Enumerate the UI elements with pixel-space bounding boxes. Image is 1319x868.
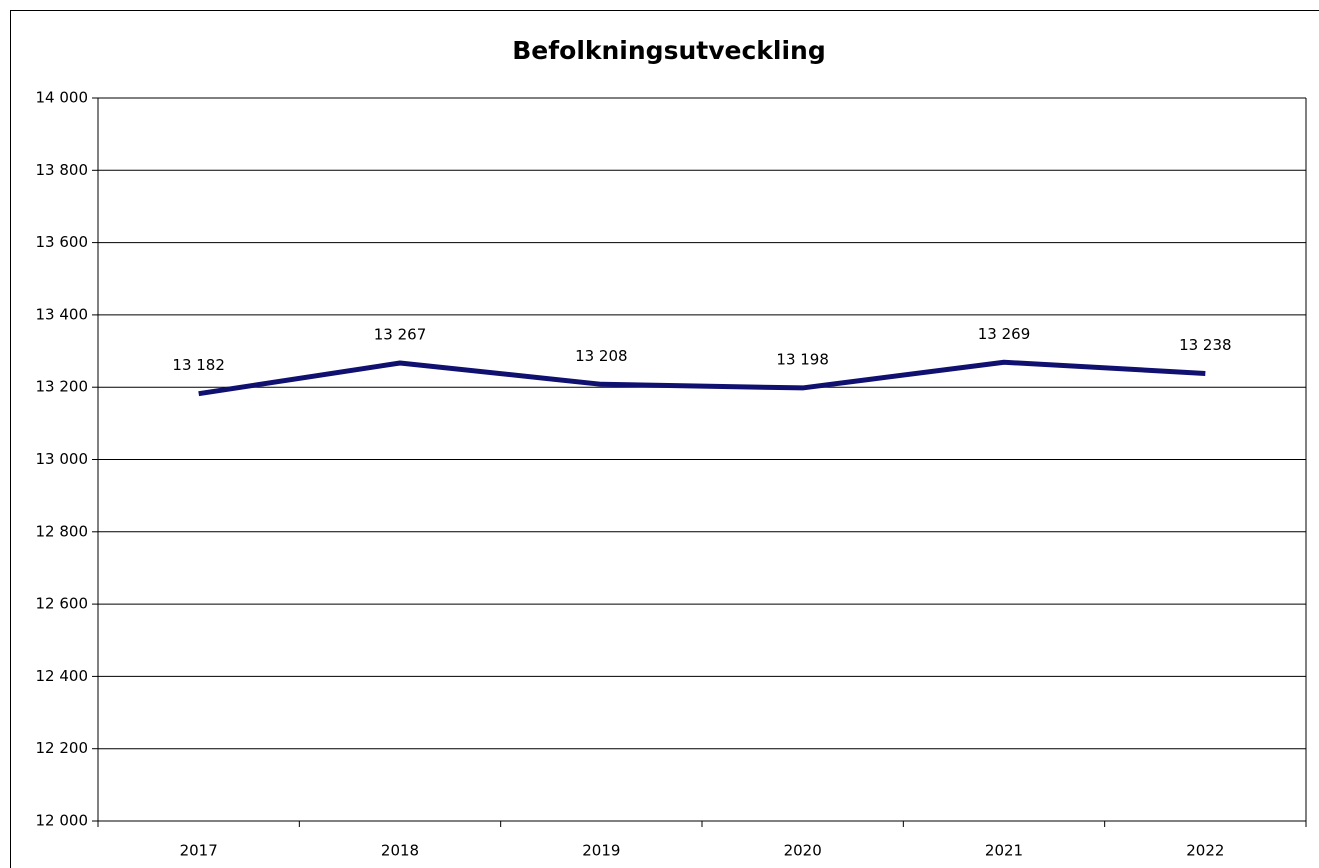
y-tick-label: 13 400 [36, 305, 89, 323]
data-label: 13 269 [978, 325, 1031, 343]
x-tick-label: 2017 [180, 842, 218, 860]
chart-title: Befolkningsutveckling [512, 36, 825, 65]
x-tick-label: 2019 [582, 842, 620, 860]
y-tick-label: 14 000 [36, 89, 89, 107]
y-tick-label: 13 000 [36, 450, 89, 468]
y-tick-label: 12 400 [36, 667, 89, 685]
x-tick-label: 2022 [1186, 842, 1224, 860]
data-label: 13 238 [1179, 336, 1232, 354]
y-tick-label: 13 600 [36, 233, 89, 251]
x-tick-label: 2021 [985, 842, 1023, 860]
data-label: 13 182 [172, 356, 225, 374]
x-tick-label: 2018 [381, 842, 419, 860]
data-label: 13 208 [575, 347, 628, 365]
y-tick-label: 13 800 [36, 161, 89, 179]
y-tick-label: 12 600 [36, 595, 89, 613]
y-tick-label: 13 200 [36, 378, 89, 396]
data-label: 13 267 [374, 325, 427, 343]
data-label: 13 198 [776, 350, 829, 368]
y-tick-label: 12 200 [36, 739, 89, 757]
x-tick-label: 2020 [784, 842, 822, 860]
y-tick-label: 12 000 [36, 812, 89, 830]
series-line [198, 359, 1206, 397]
y-tick-label: 12 800 [36, 522, 89, 540]
chart-border [10, 10, 1319, 868]
